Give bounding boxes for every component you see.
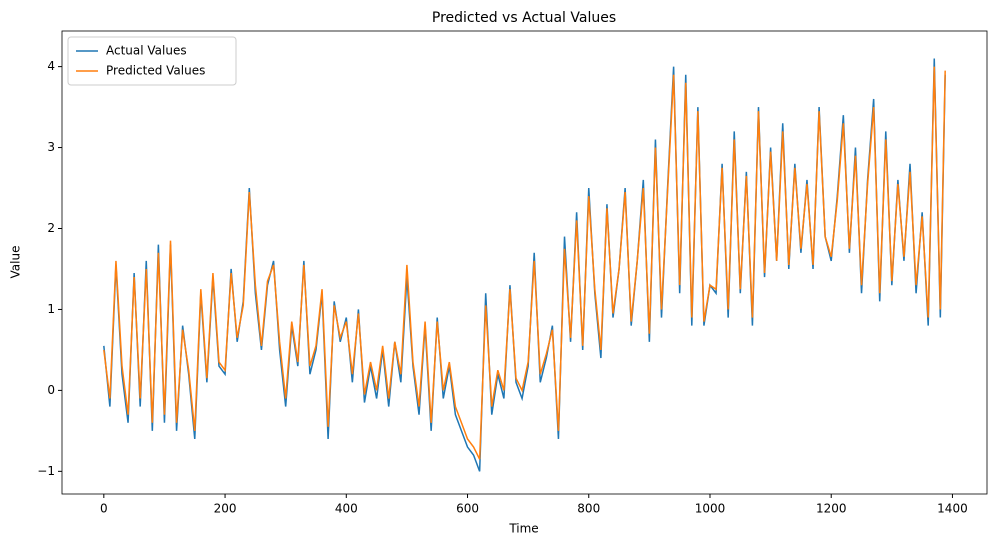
- y-tick-label: 0: [47, 383, 55, 397]
- x-tick-label: 600: [456, 502, 479, 516]
- legend-label: Actual Values: [106, 44, 187, 58]
- legend-label: Predicted Values: [106, 64, 205, 78]
- chart-title: Predicted vs Actual Values: [432, 10, 616, 26]
- y-tick-label: 3: [47, 140, 55, 154]
- x-axis-label: Time: [508, 522, 538, 536]
- x-tick-label: 1200: [816, 502, 847, 516]
- y-tick-label: −1: [37, 464, 55, 478]
- x-tick-label: 800: [577, 502, 600, 516]
- x-tick-label: 200: [214, 502, 237, 516]
- y-tick-label: 1: [47, 302, 55, 316]
- axes-frame: [61, 30, 988, 495]
- y-tick-label: 4: [47, 59, 55, 73]
- x-tick-label: 400: [335, 502, 358, 516]
- x-tick-label: 1400: [937, 502, 968, 516]
- series-line: [103, 66, 946, 460]
- x-tick-label: 0: [100, 502, 108, 516]
- x-tick-label: 1000: [695, 502, 726, 516]
- y-tick-label: 2: [47, 221, 55, 235]
- legend-box: [67, 36, 237, 86]
- y-axis-label: Value: [9, 246, 23, 279]
